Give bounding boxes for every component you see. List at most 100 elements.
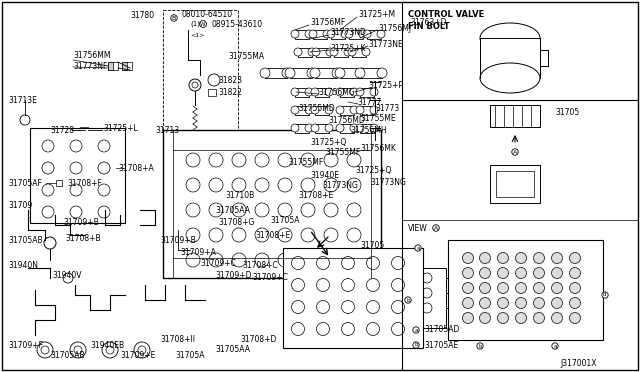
Circle shape [278, 253, 292, 267]
Text: J317001X: J317001X [560, 359, 596, 369]
Circle shape [209, 153, 223, 167]
Text: 31705AD: 31705AD [424, 326, 460, 334]
Text: 31708+A: 31708+A [118, 164, 154, 173]
Circle shape [570, 253, 580, 263]
Bar [315, 124, 329, 133]
Circle shape [312, 48, 320, 56]
Circle shape [347, 228, 361, 242]
Circle shape [422, 273, 432, 283]
Circle shape [255, 153, 269, 167]
Text: 31940N: 31940N [8, 260, 38, 269]
Circle shape [463, 282, 474, 294]
Text: 31708+B: 31708+B [65, 234, 100, 243]
Text: b: b [406, 298, 410, 302]
Circle shape [479, 298, 490, 308]
Text: 31708+G: 31708+G [218, 218, 254, 227]
Circle shape [552, 253, 563, 263]
Circle shape [534, 282, 545, 294]
Bar [490, 165, 540, 203]
Circle shape [255, 203, 269, 217]
Text: 31708+F: 31708+F [67, 179, 102, 187]
Circle shape [291, 257, 305, 269]
Text: 31705AB: 31705AB [50, 350, 84, 359]
Circle shape [377, 68, 387, 78]
Circle shape [463, 312, 474, 324]
Circle shape [342, 257, 355, 269]
Bar [163, 10, 238, 165]
Circle shape [308, 48, 316, 56]
Circle shape [70, 162, 82, 174]
Text: 31709+B: 31709+B [63, 218, 99, 227]
Circle shape [301, 228, 315, 242]
Text: 31709+A: 31709+A [180, 247, 216, 257]
Circle shape [305, 88, 313, 96]
Text: 31728: 31728 [50, 125, 74, 135]
Text: 31705AA: 31705AA [215, 205, 250, 215]
Text: 31773NF: 31773NF [73, 61, 108, 71]
Circle shape [255, 178, 269, 192]
Bar [80, 127, 88, 133]
Ellipse shape [480, 23, 540, 53]
Bar [122, 62, 132, 70]
Text: 31773: 31773 [375, 103, 399, 112]
Bar [340, 68, 362, 78]
Text: <1>: <1> [190, 32, 204, 38]
Circle shape [350, 106, 358, 114]
Text: 31709+B: 31709+B [160, 235, 196, 244]
Circle shape [479, 253, 490, 263]
Ellipse shape [480, 63, 540, 93]
Circle shape [186, 153, 200, 167]
Bar [295, 30, 309, 39]
Circle shape [317, 323, 330, 336]
Circle shape [232, 178, 246, 192]
Text: 31773NG: 31773NG [370, 177, 406, 186]
Circle shape [552, 267, 563, 279]
Text: 31773ND: 31773ND [330, 28, 366, 36]
Circle shape [305, 30, 313, 38]
Text: 31725+K: 31725+K [330, 44, 365, 52]
Text: (1): (1) [190, 21, 200, 27]
Circle shape [291, 279, 305, 292]
Text: A: A [434, 225, 438, 231]
Circle shape [291, 30, 299, 38]
Circle shape [326, 48, 334, 56]
Bar [331, 30, 345, 39]
Circle shape [63, 273, 73, 283]
Text: 31756MG: 31756MG [318, 87, 355, 96]
Circle shape [367, 279, 380, 292]
Text: A: A [513, 150, 517, 154]
Bar [316, 48, 330, 57]
Circle shape [515, 298, 527, 308]
Circle shape [305, 106, 313, 114]
Text: W: W [200, 22, 205, 26]
Circle shape [325, 124, 333, 132]
Text: 31773NG: 31773NG [322, 180, 358, 189]
Bar [408, 268, 446, 328]
Bar [295, 106, 309, 115]
Circle shape [98, 162, 110, 174]
Bar [295, 124, 309, 133]
Bar [315, 106, 329, 115]
Bar [122, 62, 127, 70]
Circle shape [357, 68, 367, 78]
Text: 31710B: 31710B [225, 190, 254, 199]
Text: B: B [172, 16, 176, 20]
Text: a: a [553, 343, 557, 349]
Circle shape [232, 153, 246, 167]
Bar [480, 38, 540, 78]
Text: 31755MA: 31755MA [228, 51, 264, 61]
Text: 31705AF: 31705AF [8, 179, 42, 187]
Bar [30, 128, 125, 223]
Circle shape [370, 106, 378, 114]
Circle shape [336, 124, 344, 132]
Text: 31773NE: 31773NE [368, 39, 403, 48]
Circle shape [497, 312, 509, 324]
Circle shape [232, 203, 246, 217]
Circle shape [327, 30, 335, 38]
Circle shape [70, 140, 82, 152]
Text: 31713: 31713 [155, 125, 179, 135]
Circle shape [208, 74, 220, 86]
Bar [340, 124, 354, 133]
Circle shape [282, 68, 292, 78]
Circle shape [552, 312, 563, 324]
